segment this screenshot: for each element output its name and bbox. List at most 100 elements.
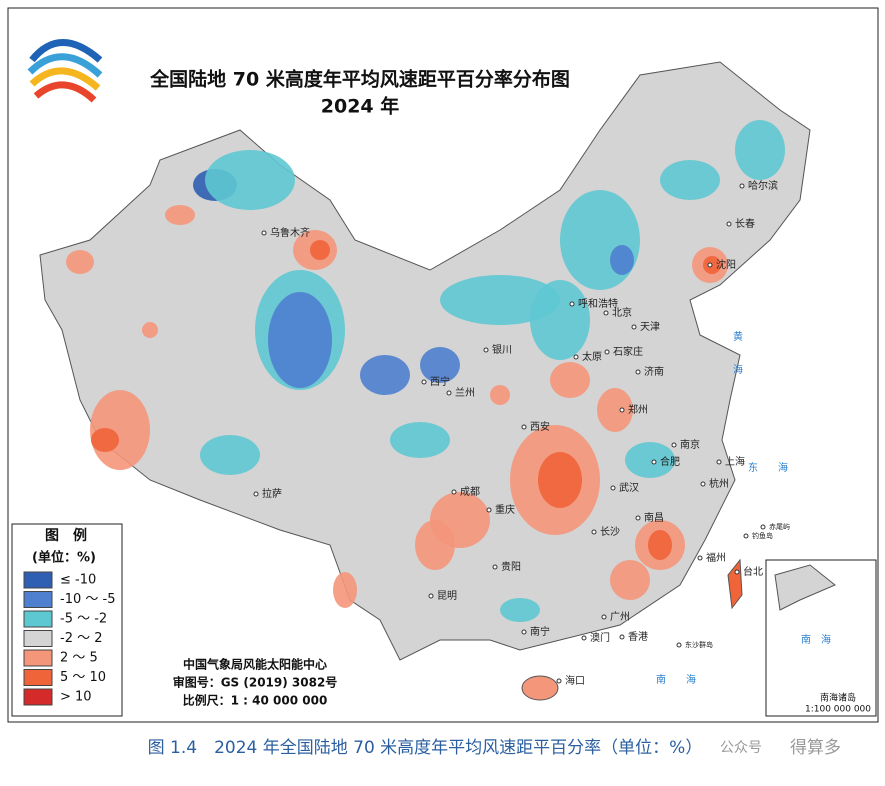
- city-label: 成都: [460, 486, 480, 498]
- city-dot: [726, 221, 732, 227]
- city-dot: [603, 310, 609, 316]
- city-dot: [619, 634, 625, 640]
- watermark: 得算多: [790, 738, 841, 758]
- map-title: 全国陆地 70 米高度年平均风速距平百分率分布图: [149, 68, 570, 91]
- anomaly-blob: [390, 422, 450, 458]
- legend-swatch: [23, 591, 53, 608]
- anomaly-blob: [660, 160, 720, 200]
- anomaly-blob: [360, 355, 410, 395]
- city-dot: [591, 529, 597, 535]
- city-dot: [707, 262, 713, 268]
- map-subtitle: 2024 年: [321, 95, 400, 118]
- sea-label: 黄: [733, 330, 743, 343]
- caption: 图 1.4 2024 年全国陆地 70 米高度年平均风速距平百分率（单位：%）: [148, 738, 703, 758]
- legend-swatch: [23, 649, 53, 667]
- city-label: 上海: [725, 455, 745, 468]
- city-dot: [446, 390, 452, 396]
- logo: [27, 39, 103, 103]
- city-dot: [716, 459, 722, 465]
- anomaly-blob: [560, 190, 640, 290]
- city-dot: [601, 614, 607, 620]
- legend-unit: (单位：%): [32, 550, 96, 566]
- city-label: 合肥: [660, 455, 680, 468]
- city-label: 济南: [644, 365, 664, 378]
- anomaly-blob: [500, 598, 540, 622]
- city-dot: [492, 564, 498, 570]
- city-label: 澳门: [590, 631, 610, 644]
- anomaly-blob: [205, 150, 295, 210]
- city-label: 东沙群岛: [685, 640, 713, 649]
- inset-scale: 1:100 000 000: [805, 705, 871, 715]
- legend-label: ≤ -10: [60, 573, 96, 588]
- city-label: 钓鱼岛: [752, 531, 773, 540]
- city-dot: [671, 442, 677, 448]
- city-label: 石家庄: [613, 345, 643, 358]
- city-label: 西安: [530, 420, 550, 433]
- legend-swatch: [23, 610, 53, 628]
- anomaly-blob: [735, 120, 785, 180]
- inset-land: [774, 564, 836, 611]
- city-label: 长春: [735, 218, 755, 230]
- anomaly-blob: [610, 245, 634, 275]
- city-dot: [743, 533, 749, 539]
- inset-title: 南海诸岛: [820, 692, 856, 704]
- city-label: 呼和浩特: [578, 298, 618, 310]
- city-label: 乌鲁木齐: [270, 226, 310, 239]
- sea-label: 东: [748, 461, 758, 474]
- anomaly-blob: [415, 520, 455, 570]
- legend-swatch: [23, 630, 53, 647]
- city-label: 杭州: [709, 477, 729, 490]
- city-dot: [421, 379, 427, 385]
- credit: 中国气象局风能太阳能中心: [183, 657, 327, 672]
- legend-label: -5 ～ -2: [60, 612, 107, 627]
- anomaly-blob: [142, 322, 158, 338]
- anomaly-blob: [648, 530, 672, 560]
- city-dot: [253, 491, 259, 497]
- city-dot: [483, 347, 489, 353]
- city-label: 贵阳: [501, 560, 521, 573]
- city-dot: [635, 515, 641, 521]
- city-dot: [760, 524, 766, 530]
- anomaly-blob: [91, 428, 119, 452]
- city-dot: [261, 230, 267, 236]
- city-dot: [619, 407, 625, 413]
- city-label: 拉萨: [262, 487, 282, 500]
- legend-swatch: [23, 688, 53, 706]
- anomaly-blob: [490, 385, 510, 405]
- city-label: 兰州: [455, 386, 475, 399]
- city-label: 银川: [492, 343, 512, 356]
- legend-label: -2 ～ 2: [60, 631, 103, 646]
- sea-label: 南: [656, 673, 666, 686]
- anomaly-blob: [420, 347, 460, 383]
- city-dot: [604, 349, 610, 355]
- anomaly-blob: [597, 388, 633, 432]
- anomaly-blob: [625, 442, 675, 478]
- hainan: [521, 675, 559, 701]
- anomaly-blob: [538, 452, 582, 508]
- city-label: 昆明: [437, 590, 457, 602]
- anomaly-blob: [550, 362, 590, 398]
- city-dot: [739, 183, 745, 189]
- city-label: 天津: [640, 321, 660, 333]
- city-dot: [569, 301, 575, 307]
- credit: 审图号：GS (2019) 3082号: [173, 675, 338, 690]
- anomaly-blob: [440, 275, 560, 325]
- city-label: 太原: [582, 350, 602, 363]
- anomaly-blob: [530, 280, 590, 360]
- city-dot: [556, 678, 562, 684]
- city-label: 西宁: [430, 375, 450, 388]
- city-dot: [521, 424, 527, 430]
- city-label: 北京: [612, 306, 632, 319]
- city-label: 香港: [628, 631, 648, 643]
- city-label: 海口: [565, 674, 585, 687]
- sea-label: 海: [686, 673, 696, 686]
- city-dot: [573, 354, 579, 360]
- legend-label: 5 ～ 10: [60, 670, 106, 685]
- city-label: 广州: [610, 611, 630, 623]
- city-dot: [651, 459, 657, 465]
- city-label: 沈阳: [716, 258, 736, 271]
- city-label: 武汉: [619, 481, 639, 494]
- city-dot: [521, 629, 527, 635]
